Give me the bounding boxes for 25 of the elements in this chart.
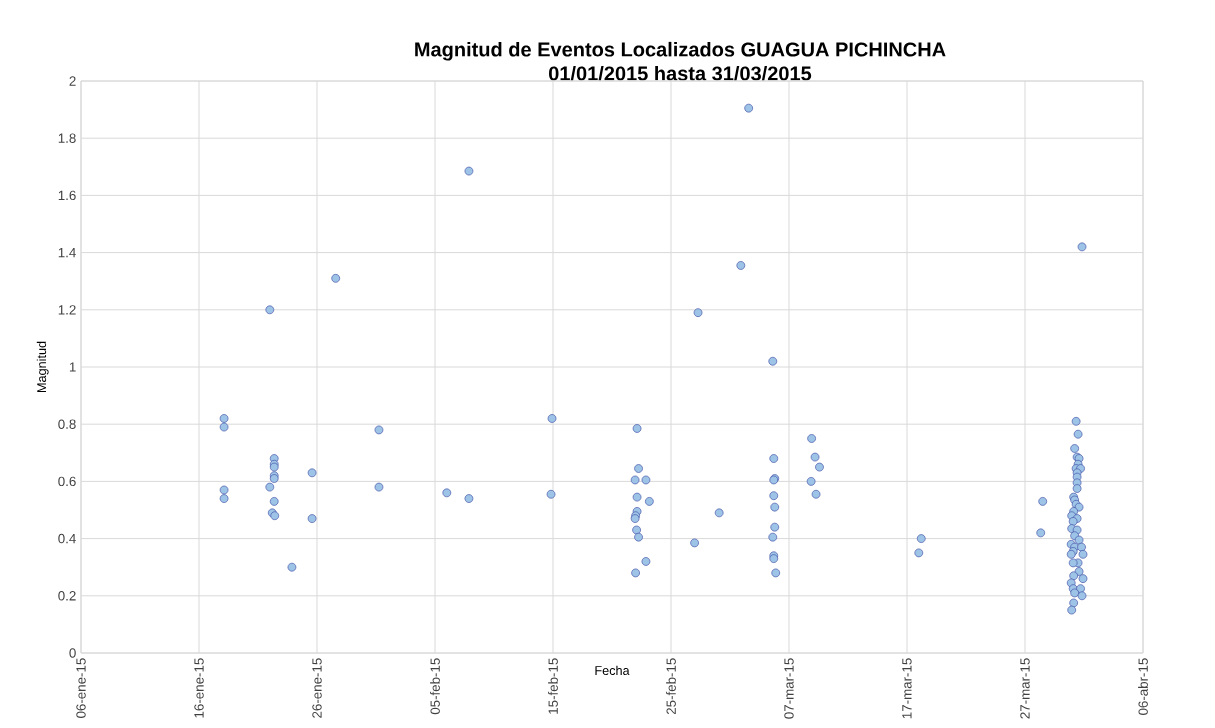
x-tick-label: 27-mar-15 — [1020, 658, 1030, 719]
y-tick-label: 1.8 — [58, 133, 76, 143]
y-tick-label: 1.6 — [58, 190, 76, 201]
x-tick-label: 05-feb-15 — [430, 658, 440, 715]
y-tick-label: 0.8 — [58, 419, 76, 429]
x-tick-label: 06-ene-15 — [76, 658, 86, 718]
y-axis-title: Magnitud — [36, 341, 49, 392]
x-tick-label: 16-ene-15 — [194, 658, 204, 718]
y-tick-label: 0.6 — [58, 476, 76, 487]
x-tick-label: 15-feb-15 — [548, 658, 558, 714]
x-tick-label: 06-abr-15 — [1138, 658, 1148, 715]
x-tick-label: 17-mar-15 — [902, 658, 912, 719]
y-tick-label: 0.4 — [58, 533, 76, 544]
y-tick-label: 0 — [69, 648, 76, 658]
x-axis-title: Fecha — [595, 665, 630, 675]
y-tick-label: 1.4 — [58, 248, 76, 258]
chart-title: Magnitud de Eventos Localizados GUAGUA PICHINCHA — [415, 41, 946, 61]
x-tick-label: 26-ene-15 — [312, 658, 322, 718]
y-tick-label: 1 — [69, 362, 76, 372]
y-tick-label: 1.2 — [58, 305, 76, 315]
x-tick-label: 07-mar-15 — [784, 658, 794, 719]
y-tick-label: 0.2 — [58, 591, 76, 601]
x-tick-label: 25-feb-15 — [666, 658, 676, 715]
chart-subtitle: 01/01/2015 hasta 31/03/2015 — [549, 65, 812, 81]
y-tick-label: 2 — [69, 76, 76, 86]
